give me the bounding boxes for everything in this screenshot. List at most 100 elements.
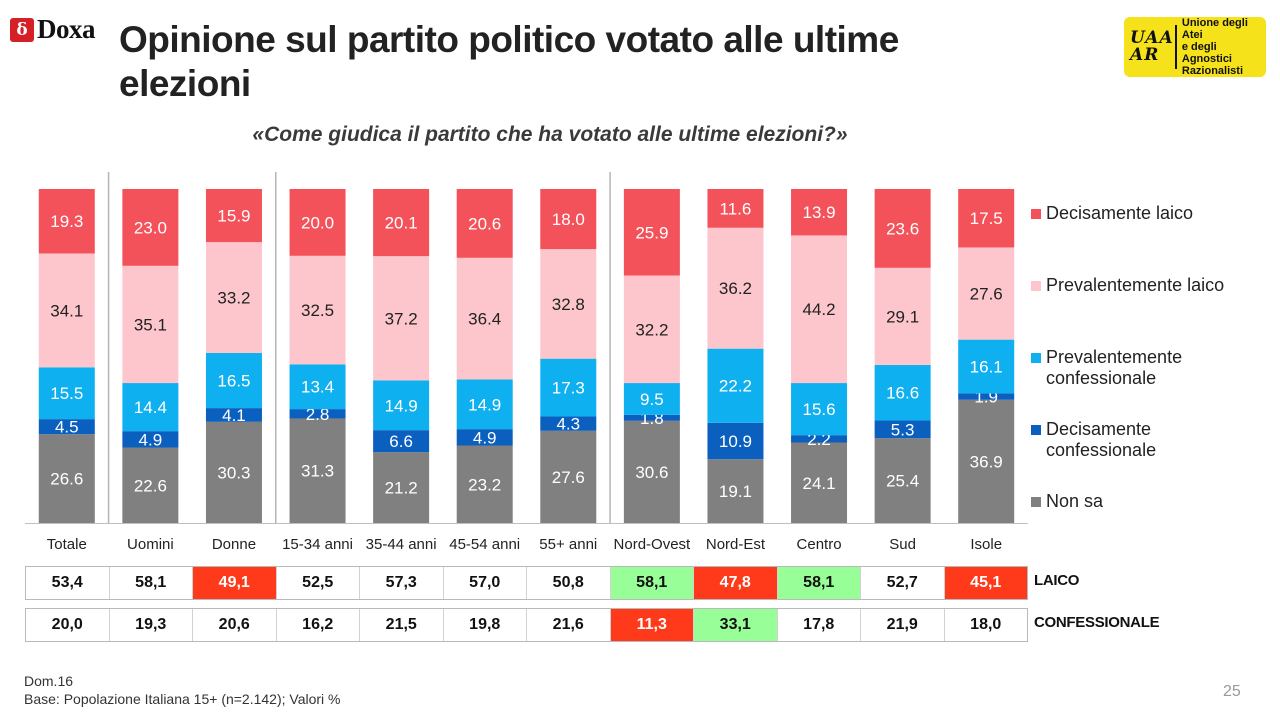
bar-segment xyxy=(623,189,680,276)
summary-cell: 18,0 xyxy=(970,616,1002,633)
summary-cell: 19,3 xyxy=(110,609,193,641)
data-label: 32.8 xyxy=(552,295,585,314)
legend-label: Prevalentemente laico xyxy=(1046,275,1225,295)
bar-segment xyxy=(791,435,848,443)
data-label: 27.6 xyxy=(970,285,1003,304)
bar-segment xyxy=(958,339,1015,394)
data-label: 23.0 xyxy=(134,218,167,237)
data-label: 23.6 xyxy=(886,219,919,238)
data-label: 14.9 xyxy=(468,395,501,414)
legend-swatch xyxy=(1031,497,1041,507)
data-label: 19.3 xyxy=(50,212,83,231)
footnote-base: Base: Popolazione Italiana 15+ (n=2.142)… xyxy=(24,691,341,707)
category-label: Nord-Est xyxy=(706,536,766,553)
bar-segment xyxy=(791,442,848,523)
bar-segment xyxy=(373,430,430,453)
bar-segment xyxy=(791,189,848,236)
data-label: 16.6 xyxy=(886,384,919,403)
data-label: 33.2 xyxy=(217,289,250,308)
bar-segment xyxy=(122,447,179,523)
bar-segment xyxy=(373,452,430,523)
bar-segment xyxy=(205,189,262,243)
bar-segment xyxy=(540,189,597,250)
data-label: 10.9 xyxy=(719,432,752,451)
data-label: 25.4 xyxy=(886,472,919,491)
data-label: 17.3 xyxy=(552,379,585,398)
bar-segment xyxy=(456,257,513,380)
summary-cell: 52,5 xyxy=(277,567,360,599)
data-label: 5.3 xyxy=(891,420,915,439)
data-label: 23.2 xyxy=(468,475,501,494)
data-label: 36.4 xyxy=(468,310,501,329)
data-label: 30.6 xyxy=(635,463,668,482)
data-label: 15.9 xyxy=(217,207,250,226)
category-label: Centro xyxy=(797,536,842,553)
legend-item: Decisamente confessionale xyxy=(1031,419,1246,461)
confessionale-summary-row: 20,0 19,3 20,6 16,2 21,5 19,8 21,6 11,3 33,1 17,8… xyxy=(25,608,1028,642)
category-label: 15-34 anni xyxy=(282,536,353,553)
data-label: 20.6 xyxy=(468,214,501,233)
data-label: 13.4 xyxy=(301,378,334,397)
legend-label: Decisamente confessionale xyxy=(1046,419,1157,460)
summary-cell: 58,1 xyxy=(777,567,861,599)
bar-segment xyxy=(122,383,179,432)
data-label: 15.6 xyxy=(802,400,835,419)
data-label: 17.5 xyxy=(970,209,1003,228)
category-label: Uomini xyxy=(127,536,174,553)
data-label: 24.1 xyxy=(802,474,835,493)
legend-swatch xyxy=(1031,353,1041,363)
bar-segment xyxy=(38,367,95,420)
doxa-logo-text: Doxa xyxy=(37,14,96,44)
bar-segment xyxy=(289,418,346,523)
legend-swatch xyxy=(1031,209,1041,219)
category-label: Totale xyxy=(47,536,87,553)
laico-row-label: LAICO xyxy=(1034,572,1080,589)
data-label: 4.3 xyxy=(556,415,580,434)
bar-segment xyxy=(38,253,95,368)
doxa-logo: δ Doxa xyxy=(10,14,96,45)
legend-swatch xyxy=(1031,281,1041,291)
bar-segment xyxy=(874,420,931,439)
data-label: 19.1 xyxy=(719,482,752,501)
uaar-mark-bottom: AR xyxy=(1130,45,1160,65)
data-label: 4.9 xyxy=(139,430,163,449)
summary-cell: 58,1 xyxy=(110,567,193,599)
uaar-mark-top: UAA xyxy=(1130,28,1174,48)
data-label: 20.1 xyxy=(385,214,418,233)
bar-segment xyxy=(38,434,95,523)
uaar-line-3: Razionalisti xyxy=(1181,65,1243,77)
category-label: Isole xyxy=(970,536,1002,553)
data-label: 4.5 xyxy=(55,418,79,437)
data-label: 35.1 xyxy=(134,315,167,334)
bar-segment xyxy=(38,419,95,435)
footnote-question: Dom.16 xyxy=(24,673,74,689)
summary-cell: 11,3 xyxy=(610,609,694,641)
summary-cell: 16,2 xyxy=(277,609,360,641)
summary-cell: 20,6 xyxy=(193,609,277,641)
data-label: 34.1 xyxy=(50,301,83,320)
summary-cell: 33,1 xyxy=(694,609,778,641)
uaar-logo-divider xyxy=(1175,25,1177,69)
uaar-line-1: Unione degli Atei xyxy=(1181,17,1248,41)
legend-item: Prevalentemente laico xyxy=(1031,275,1246,296)
bar-segment xyxy=(373,189,430,257)
summary-cell: 21,6 xyxy=(527,609,611,641)
laico-summary-row: 53,4 58,1 49,1 52,5 57,3 57,0 50,8 58,1 47,8 58,1… xyxy=(25,566,1028,600)
summary-cell: 50,8 xyxy=(527,567,611,599)
bar-segment xyxy=(205,352,262,409)
slide-subtitle: «Come giudica il partito che ha votato a… xyxy=(252,123,848,146)
bar-segment xyxy=(456,379,513,430)
data-label: 22.6 xyxy=(134,476,167,495)
bar-segment xyxy=(205,421,262,523)
bar-segment xyxy=(707,422,764,460)
data-label: 18.0 xyxy=(552,210,585,229)
bar-segment xyxy=(456,445,513,523)
data-label: 36.9 xyxy=(970,452,1003,471)
category-label: Nord-Ovest xyxy=(614,536,692,553)
category-label: 35-44 anni xyxy=(366,536,437,553)
bar-segment xyxy=(958,189,1015,248)
bar-segment xyxy=(289,189,346,256)
data-label: 16.5 xyxy=(217,372,250,391)
bar-segment xyxy=(540,249,597,359)
bar-segment xyxy=(958,393,1015,400)
